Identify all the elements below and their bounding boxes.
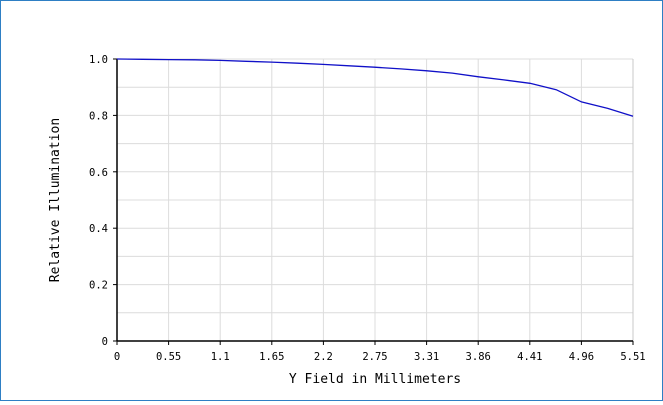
x-tick-label: 3.31 <box>414 351 439 363</box>
x-tick-label: 0.55 <box>156 351 181 363</box>
x-tick-label: 5.51 <box>620 351 645 363</box>
x-tick-label: 4.41 <box>517 351 542 363</box>
y-tick-label: 0.4 <box>89 223 108 235</box>
grid <box>116 58 634 342</box>
series-line <box>116 58 634 117</box>
x-tick-label: 1.65 <box>259 351 284 363</box>
series <box>116 58 634 117</box>
x-tick-label: 0 <box>114 351 120 363</box>
x-axis-label: Y Field in Millimeters <box>289 372 461 387</box>
y-tick-label: 0.6 <box>89 167 108 179</box>
y-tick-labels: 0 0.2 0.4 0.6 0.8 1.0 <box>89 54 108 348</box>
y-tick-label: 0 <box>102 336 108 348</box>
x-tick-label: 1.1 <box>211 351 230 363</box>
x-tick-label: 4.96 <box>569 351 594 363</box>
x-tick-label: 3.86 <box>466 351 491 363</box>
x-tick-labels: 0 0.55 1.1 1.65 2.2 2.75 3.31 3.86 4.41 4.96 5.51 <box>114 351 646 363</box>
x-tick-label: 2.75 <box>362 351 387 363</box>
y-tick-label: 0.8 <box>89 110 108 122</box>
x-tick-label: 2.2 <box>314 351 333 363</box>
y-tick-label: 1.0 <box>89 54 108 66</box>
axes <box>113 58 634 345</box>
y-tick-label: 0.2 <box>89 280 108 292</box>
y-axis-label: Relative Illumination <box>48 118 63 282</box>
